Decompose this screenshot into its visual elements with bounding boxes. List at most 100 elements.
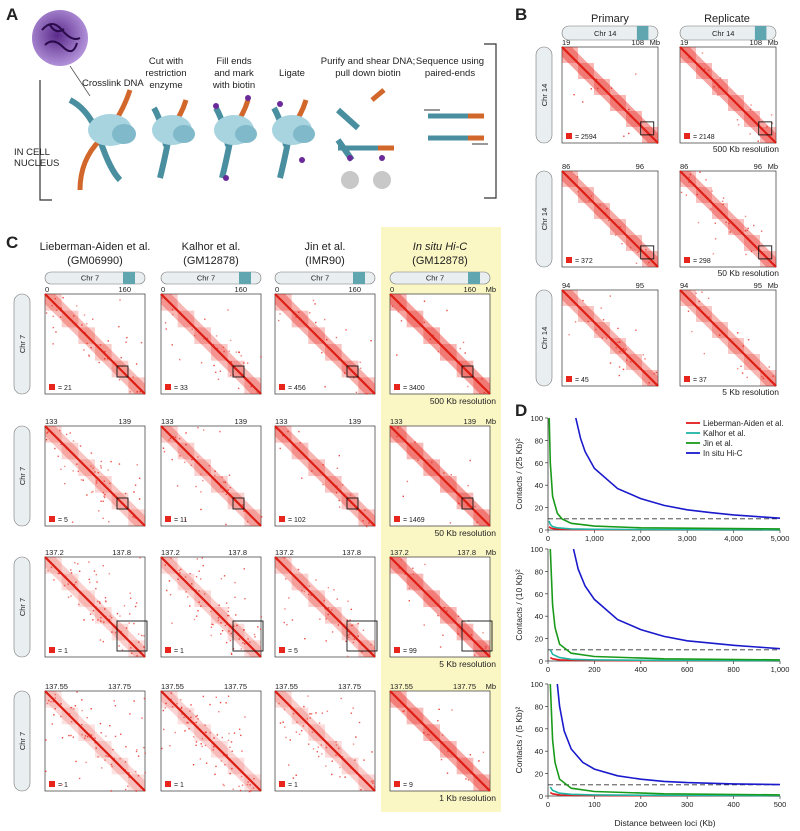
panelb-heatmap-r1-c0 — [561, 170, 659, 268]
panelb-unit: Mb — [768, 162, 778, 171]
y-tick-label: 100 — [530, 680, 543, 689]
panelc-chr-r0-label: Chr 7 — [18, 335, 27, 353]
panelb-chr-r1: Chr 14 — [535, 170, 553, 268]
panel-a-letter: A — [6, 5, 18, 24]
panelc-col-title-1: Kalhor et al. — [182, 241, 241, 253]
panelc-chr-top-2: Chr 7 — [274, 271, 376, 285]
panelb-start-tick: 19 — [680, 38, 688, 47]
y-tick-label: 60 — [535, 725, 543, 734]
panelc-count: = 1 — [58, 648, 68, 655]
y-tick-label: 80 — [535, 567, 543, 576]
panelc-start-tick: 137.55 — [45, 682, 68, 691]
y-tick-label: 40 — [535, 612, 543, 621]
x-tick-label: 600 — [681, 665, 694, 674]
panelc-unit-label: Mb — [486, 285, 496, 294]
step-fill-label-3: with biotin — [212, 80, 255, 91]
panelc-start-tick: 133 — [45, 417, 58, 426]
panelb-chr-r0-label: Chr 14 — [540, 84, 549, 107]
panelc-end-tick: 160 — [348, 285, 361, 294]
step-purify-label-2: pull down biotin — [335, 68, 401, 79]
panelc-heatmap-r3-c2 — [274, 690, 376, 792]
panelc-start-tick: 133 — [275, 417, 288, 426]
panelc-resolution: 5 Kb resolution — [439, 659, 496, 669]
x-tick-label: 3,000 — [678, 534, 697, 543]
panelc-chr-top-1: Chr 7 — [160, 271, 262, 285]
panelc-heatmap-r2-c0 — [44, 556, 146, 658]
x-tick-label: 0 — [546, 800, 550, 809]
panelc-count: = 1 — [174, 648, 184, 655]
panelc-end-tick: 139 — [348, 417, 361, 426]
panelc-count: = 102 — [288, 517, 306, 524]
y-tick-label: 40 — [535, 747, 543, 756]
panelc-count: = 3400 — [403, 385, 425, 392]
panelb-count: = 298 — [693, 258, 711, 265]
panelb-unit: Mb — [650, 38, 660, 47]
panelc-count: = 1 — [174, 782, 184, 789]
panelc-start-tick: 0 — [161, 285, 165, 294]
series-line-in-situ-hi-c — [556, 683, 781, 786]
panelc-resolution: 50 Kb resolution — [435, 528, 497, 538]
panelc-chr-r3: Chr 7 — [13, 690, 31, 792]
panelc-unit-label: Mb — [486, 417, 496, 426]
panelc-count: = 9 — [403, 782, 413, 789]
panelb-start-tick: 86 — [680, 162, 688, 171]
panelc-end-tick: 137.75 — [224, 682, 247, 691]
x-tick-label: 0 — [546, 534, 550, 543]
panelc-col-sub-2: (IMR90) — [305, 255, 345, 267]
panelc-start-tick: 0 — [275, 285, 279, 294]
panelb-heatmap-r0-c1 — [679, 46, 777, 144]
contact-decay-chart-2: 0 20 40 60 80 100 0 100 200 300 400 500 Contacts / (… — [514, 680, 786, 809]
panelc-heatmap-r3-c1 — [160, 690, 262, 793]
panelc-start-tick: 137.2 — [390, 548, 409, 557]
panelc-end-tick: 137.8 — [342, 548, 361, 557]
y-tick-label: 0 — [539, 657, 543, 666]
panelb-start-tick: 86 — [562, 162, 570, 171]
y-tick-label: 40 — [535, 481, 543, 490]
panelb-heatmap-r0-c0 — [561, 46, 659, 144]
panelb-col-primary: Primary — [591, 13, 629, 25]
panelc-end-tick: 137.8 — [112, 548, 131, 557]
panelb-heatmap-r1-c1 — [679, 170, 777, 268]
panelc-chr-r3-label: Chr 7 — [18, 732, 27, 750]
panelc-count: = 1 — [288, 782, 298, 789]
y-tick-label: 20 — [535, 504, 543, 513]
panelc-heatmap-r1-c2 — [274, 425, 376, 528]
step-purify-label-1: Purify and shear DNA; — [321, 56, 416, 67]
legend-entry: Kalhor et al. — [703, 429, 746, 438]
series-line-in-situ-hi-c — [575, 417, 781, 519]
panelb-chr-r2: Chr 14 — [535, 289, 553, 387]
panelb-end-tick: 95 — [754, 281, 762, 290]
panelc-end-tick: 137.75 — [108, 682, 131, 691]
x-tick-label: 800 — [727, 665, 740, 674]
panelc-count: = 11 — [174, 517, 187, 524]
panelc-chr-r2: Chr 7 — [13, 556, 31, 658]
series-line-jin-et-al- — [549, 548, 781, 661]
panelb-unit: Mb — [768, 38, 778, 47]
panelc-start-tick: 137.2 — [275, 548, 294, 557]
panelb-chr-r0: Chr 14 — [535, 46, 553, 144]
series-line-kalhor-et-al- — [548, 520, 781, 531]
x-tick-label: 200 — [588, 665, 601, 674]
panelb-chr-r1-label: Chr 14 — [540, 208, 549, 231]
panelc-end-tick: 139 — [118, 417, 131, 426]
panelc-col-title-0: Lieberman-Aiden et al. — [40, 241, 151, 253]
panelb-start-tick: 94 — [562, 281, 570, 290]
panelc-heatmap-r2-c2 — [274, 556, 376, 658]
panel-c: C Lieberman-Aiden et al. (GM06990) Chr 7 Ka… — [6, 227, 501, 812]
dna-illustrations — [68, 88, 488, 191]
panelc-unit-label: Mb — [486, 682, 496, 691]
panelb-resolution: 50 Kb resolution — [718, 268, 780, 278]
panelc-end-tick: 160 — [118, 285, 131, 294]
panelb-unit: Mb — [768, 281, 778, 290]
panelc-start-tick: 137.55 — [275, 682, 298, 691]
panelb-start-tick: 19 — [562, 38, 570, 47]
panelc-count: = 456 — [288, 385, 306, 392]
panelc-col-sub-3: (GM12878) — [412, 255, 468, 267]
x-tick-label: 500 — [774, 800, 787, 809]
panelb-count: = 2594 — [575, 134, 597, 141]
y-tick-label: 20 — [535, 635, 543, 644]
y-tick-label: 20 — [535, 770, 543, 779]
step-fill-label-1: Fill ends — [216, 56, 252, 67]
panelc-col-sub-1: (GM12878) — [183, 255, 239, 267]
